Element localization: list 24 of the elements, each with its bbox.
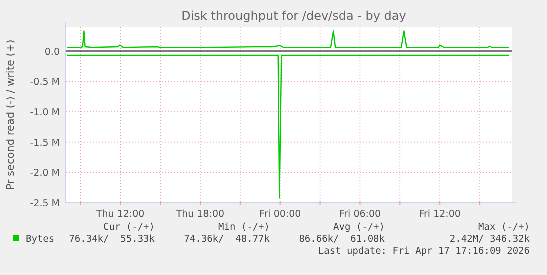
text: Max (-/+)	[478, 222, 530, 233]
x-tick-label: Fri 06:00	[339, 209, 382, 220]
text: Avg (-/+)	[334, 222, 385, 233]
line-series	[66, 30, 510, 48]
chart-title: Disk throughput for /dev/sda - by day	[182, 9, 406, 23]
legend-label: Bytes	[26, 234, 55, 245]
x-tick-label: Thu 18:00	[175, 209, 225, 220]
y-tick-label: -2.5 M	[30, 198, 60, 210]
y-tick-label: 0.0	[44, 46, 60, 58]
text: Cur (-/+)	[104, 222, 155, 233]
text: 2.42M/ 346.32k	[450, 234, 530, 245]
y-tick-label: -2.0 M	[30, 168, 60, 180]
x-tick-label: Fri 00:00	[259, 209, 302, 220]
x-tick-label: Thu 12:00	[95, 209, 145, 220]
x-tick-label: Fri 12:00	[419, 209, 461, 220]
text: Last update: Fri Apr 17 17:16:09 2026	[318, 246, 530, 257]
text: 74.36k/ 48.77k	[184, 234, 270, 245]
y-tick-label: -1.0 M	[30, 107, 60, 118]
text: Min (-/+)	[218, 222, 270, 233]
y-axis-title: Pr second read (-) / write (+)	[5, 40, 17, 190]
y-tick-label: -1.5 M	[30, 138, 60, 149]
text: 86.66k/ 61.08k	[299, 234, 386, 245]
y-tick-label: -0.5 M	[30, 77, 60, 88]
text: 76.34k/ 55.33k	[69, 234, 156, 245]
